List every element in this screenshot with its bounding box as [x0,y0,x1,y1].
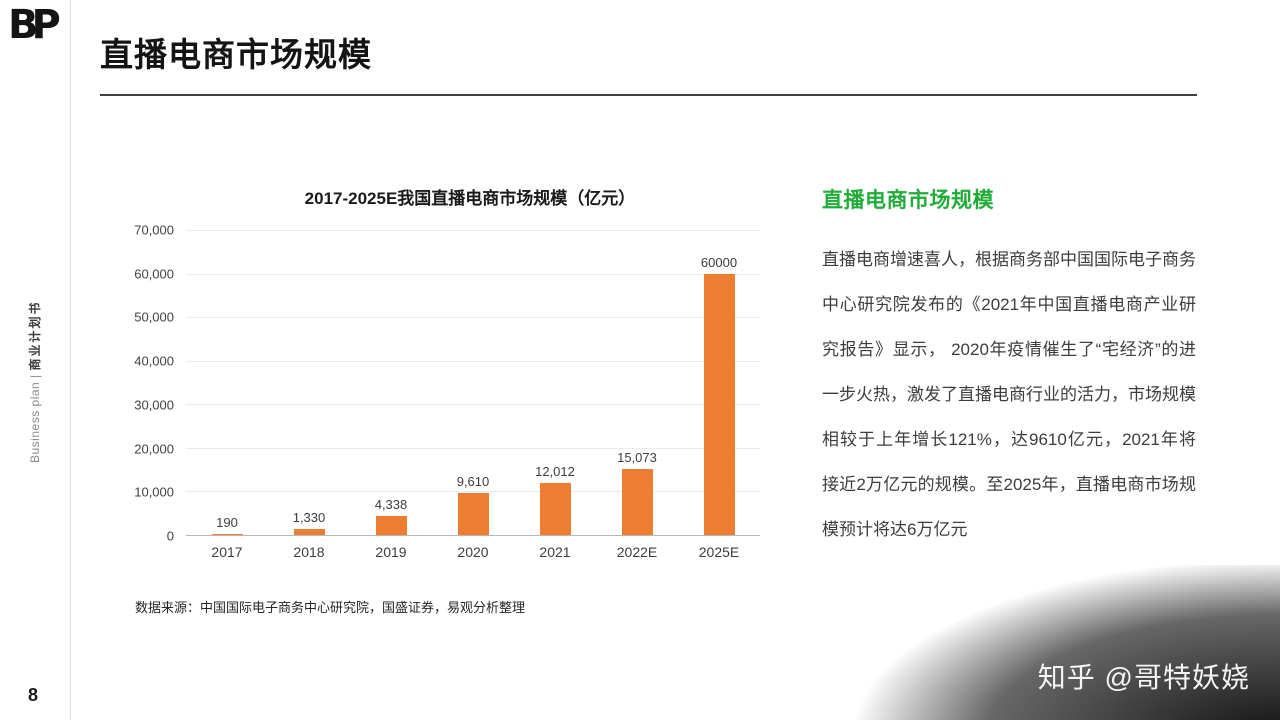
x-axis-label: 2022E [616,544,658,560]
y-tick-label: 0 [166,528,174,544]
y-tick-label: 10,000 [134,484,174,500]
y-tick-label: 50,000 [134,309,174,325]
bp-logo: BP [8,2,61,48]
chart-plot: 190 1,330 4,338 9,610 12,012 15,073 60000 [186,230,760,536]
bar [457,493,489,535]
page-number: 8 [28,685,39,705]
sidebar-label-cn: 商业计划书 [28,300,42,371]
title-underline [100,94,1197,96]
chart-source: 数据来源：中国国际电子商务中心研究院，国盛证券，易观分析整理 [135,600,526,615]
bar-value-label: 4,338 [374,497,408,513]
bar [375,516,407,535]
gridline [186,447,760,449]
gridline [186,317,760,319]
x-axis-label: 2020 [457,544,489,560]
bar-value-label: 15,073 [617,450,657,466]
x-axis-label: 2017 [211,544,243,560]
panel-heading: 直播电商市场规模 [822,189,994,212]
x-axis-label: 2021 [539,544,571,560]
bar-value-label: 60000 [700,254,738,270]
bar [621,469,653,535]
bar-value-label: 190 [216,515,238,530]
bar [703,273,735,535]
chart-x-axis: 2017 2018 2019 2020 2021 2022E 2025E [186,544,760,560]
x-axis-label: 2025E [698,544,740,560]
y-tick-label: 40,000 [134,353,174,369]
bar-value-label: 9,610 [456,474,490,490]
chart-y-axis: 70,000 60,000 50,000 40,000 30,000 20,000 10,0… [96,223,174,544]
bar-value-label: 12,012 [535,463,575,479]
bar [539,482,571,535]
bar-value-label: 1,330 [292,510,326,526]
panel-body: 直播电商增速喜人，根据商务部中国国际电子商务中心研究院发布的《2021年中国直播… [822,250,1196,539]
bar-group: 15,073 [596,230,678,535]
y-tick-label: 30,000 [134,397,174,413]
bar-group: 1,330 [268,230,350,535]
bar [293,529,325,535]
bar-group: 9,610 [432,230,514,535]
bar [211,534,243,535]
x-axis-label: 2018 [293,544,325,560]
gridline [186,360,760,362]
chart-title: 2017-2025E我国直播电商市场规模（亿元） [304,189,636,208]
y-tick-label: 70,000 [134,222,174,238]
bar-group: 190 [186,230,268,535]
watermark-corner: 知乎 @哥特妖娆 [810,565,1280,720]
bar-group: 60000 [678,230,760,535]
bar-group: 12,012 [514,230,596,535]
bar-group: 4,338 [350,230,432,535]
y-tick-label: 60,000 [134,266,174,282]
left-divider-line [70,0,71,720]
y-tick-label: 20,000 [134,441,174,457]
slide-title: 直播电商市场规模 [100,36,372,73]
sidebar-label-separator: | [28,370,42,382]
watermark-text: 知乎 @哥特妖娆 [1037,662,1250,693]
sidebar-vertical-label: Business plan | 商业计划书 [26,300,43,463]
gridline [186,491,760,493]
gridline [186,273,760,275]
gridline [186,404,760,406]
x-axis-label: 2019 [375,544,407,560]
sidebar-label-en: Business plan [28,381,42,463]
gridline [186,230,760,231]
chart-bars: 190 1,330 4,338 9,610 12,012 15,073 60000 [186,230,760,535]
